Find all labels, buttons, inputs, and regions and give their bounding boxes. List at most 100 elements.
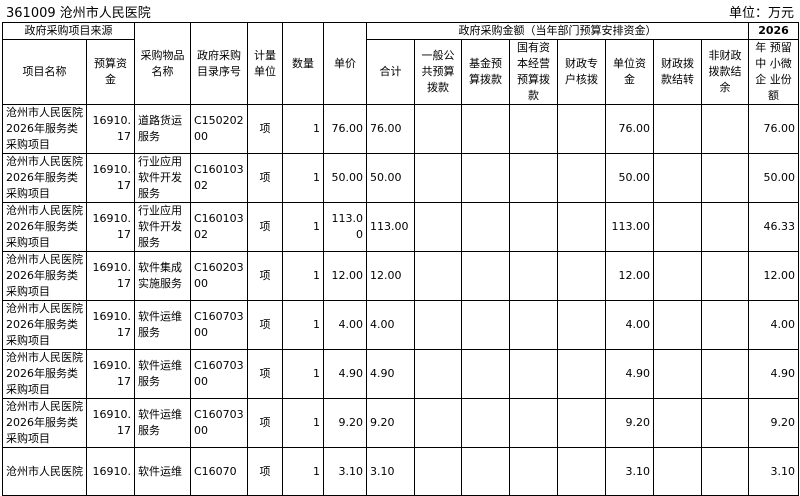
table-cell: 沧州市人民医院2026年服务类采购项目 <box>2 349 87 399</box>
table-cell <box>509 300 558 350</box>
col-header: 单价 <box>323 22 367 105</box>
table-cell: 113.00 <box>605 202 654 252</box>
col-header: 国有资本经营预算拨款 <box>509 39 558 105</box>
table-cell: 76.00 <box>323 104 367 154</box>
table-cell: 46.33 <box>748 202 799 252</box>
table-cell <box>509 447 558 496</box>
table-cell: 4.90 <box>323 349 367 399</box>
col-header: 一般公共预算拨款 <box>414 39 462 105</box>
col-header: 合计 <box>366 39 415 105</box>
col-header: 项目名称 <box>2 39 87 105</box>
table-cell: 项 <box>247 251 283 301</box>
table-cell: 76.00 <box>605 104 654 154</box>
table-cell: 沧州市人民医院2026年服务类采购项目 <box>2 153 87 203</box>
table-cell: 12.00 <box>605 251 654 301</box>
table-cell: 项 <box>247 349 283 399</box>
table-cell: 4.90 <box>366 349 415 399</box>
table-cell: C16070300 <box>190 398 248 448</box>
table-cell <box>701 251 749 301</box>
table-cell: 1 <box>282 349 324 399</box>
table-cell <box>509 202 558 252</box>
col-header: 财政专户核拨 <box>557 39 606 105</box>
table-cell <box>653 300 702 350</box>
table-cell: 4.90 <box>748 349 799 399</box>
col-header: 采购物品名称 <box>134 22 191 105</box>
table-cell: 1 <box>282 104 324 154</box>
table-cell: C15020200 <box>190 104 248 154</box>
table-cell: 50.00 <box>323 153 367 203</box>
table-row: 沧州市人民医院2026年服务类采购项目 16910.17 软件运维服务 C160703… <box>2 349 799 399</box>
table-cell: 沧州市人民医院2026年服务类采购项目 <box>2 398 87 448</box>
table-cell: 113.00 <box>323 202 367 252</box>
table-cell: 1 <box>282 398 324 448</box>
table-cell: C16070 <box>190 447 248 496</box>
table-cell <box>557 153 606 203</box>
table-cell: 12.00 <box>366 251 415 301</box>
table-cell <box>414 398 462 448</box>
table-cell <box>653 104 702 154</box>
table-cell: 50.00 <box>605 153 654 203</box>
table-cell: 1 <box>282 300 324 350</box>
table-cell: 9.20 <box>605 398 654 448</box>
table-cell <box>557 398 606 448</box>
table-cell <box>509 153 558 203</box>
table-cell <box>461 104 510 154</box>
table-cell: 1 <box>282 251 324 301</box>
col-header: 计量单位 <box>247 22 283 105</box>
col-header: 政府采购目录序号 <box>190 22 248 105</box>
table-cell: 软件运维 <box>134 447 191 496</box>
table-cell: 软件集成实施服务 <box>134 251 191 301</box>
table-cell: 16910.17 <box>86 349 135 399</box>
col-header: 单位资金 <box>605 39 654 105</box>
table-cell: 项 <box>247 398 283 448</box>
table-cell: 4.00 <box>605 300 654 350</box>
table-cell <box>701 104 749 154</box>
table-row: 沧州市人民医院2026年服务类采购项目 16910.17 软件集成实施服务 C1602… <box>2 251 799 301</box>
table-cell: 3.10 <box>366 447 415 496</box>
table-row: 沧州市人民医院2026年服务类采购项目 16910.17 行业应用软件开发服务 C16… <box>2 202 799 252</box>
table-cell <box>461 153 510 203</box>
table-cell: 3.10 <box>323 447 367 496</box>
table-cell <box>509 251 558 301</box>
table-cell: 16910. <box>86 447 135 496</box>
table-cell <box>557 300 606 350</box>
table-row: 沧州市人民医院2026年服务类采购项目 16910.17 软件运维服务 C160703… <box>2 300 799 350</box>
table-cell: 12.00 <box>323 251 367 301</box>
table-cell: 软件运维服务 <box>134 349 191 399</box>
table-cell: 项 <box>247 153 283 203</box>
table-cell <box>653 153 702 203</box>
page-title: 361009 沧州市人民医院 <box>6 6 151 21</box>
table-cell: 1 <box>282 153 324 203</box>
table-row: 沧州市人民医院2026年服务类采购项目 16910.17 行业应用软件开发服务 C16… <box>2 153 799 203</box>
table-cell <box>461 447 510 496</box>
table-cell: 50.00 <box>748 153 799 203</box>
col-header: 预算资金 <box>86 39 135 105</box>
table-cell <box>461 300 510 350</box>
table-cell: 沧州市人民医院2026年服务类采购项目 <box>2 300 87 350</box>
table-row: 沧州市人民医院 16910. 软件运维 C16070 项 1 3.10 3.10 3.10 3.1… <box>2 447 799 496</box>
table-body: 沧州市人民医院2026年服务类采购项目 16910.17 道路货运服务 C150202… <box>2 104 799 496</box>
table-row: 沧州市人民医院2026年服务类采购项目 16910.17 软件运维服务 C160703… <box>2 398 799 448</box>
table-cell: 76.00 <box>748 104 799 154</box>
table-cell <box>557 447 606 496</box>
table-cell: 1 <box>282 447 324 496</box>
unit-label: 单位：万元 <box>728 6 794 21</box>
table-cell: C16020300 <box>190 251 248 301</box>
table-cell: 4.00 <box>748 300 799 350</box>
table-cell <box>461 202 510 252</box>
reserve-year-header: 2026 <box>748 22 799 40</box>
table-cell: 16910.17 <box>86 104 135 154</box>
group-source-header: 政府采购项目来源 <box>2 22 135 40</box>
table-cell: 16910.17 <box>86 300 135 350</box>
table-cell: 项 <box>247 300 283 350</box>
table-cell <box>701 447 749 496</box>
table-cell <box>701 202 749 252</box>
table-cell: 项 <box>247 104 283 154</box>
table-cell: 16910.17 <box>86 202 135 252</box>
table-cell: C16010302 <box>190 202 248 252</box>
table-row: 沧州市人民医院2026年服务类采购项目 16910.17 道路货运服务 C150202… <box>2 104 799 154</box>
table-cell: 3.10 <box>748 447 799 496</box>
table-cell <box>653 251 702 301</box>
col-header: 年 预留 中 小微 企 业份 额 <box>748 39 799 105</box>
col-header: 财政拨款结转 <box>653 39 702 105</box>
